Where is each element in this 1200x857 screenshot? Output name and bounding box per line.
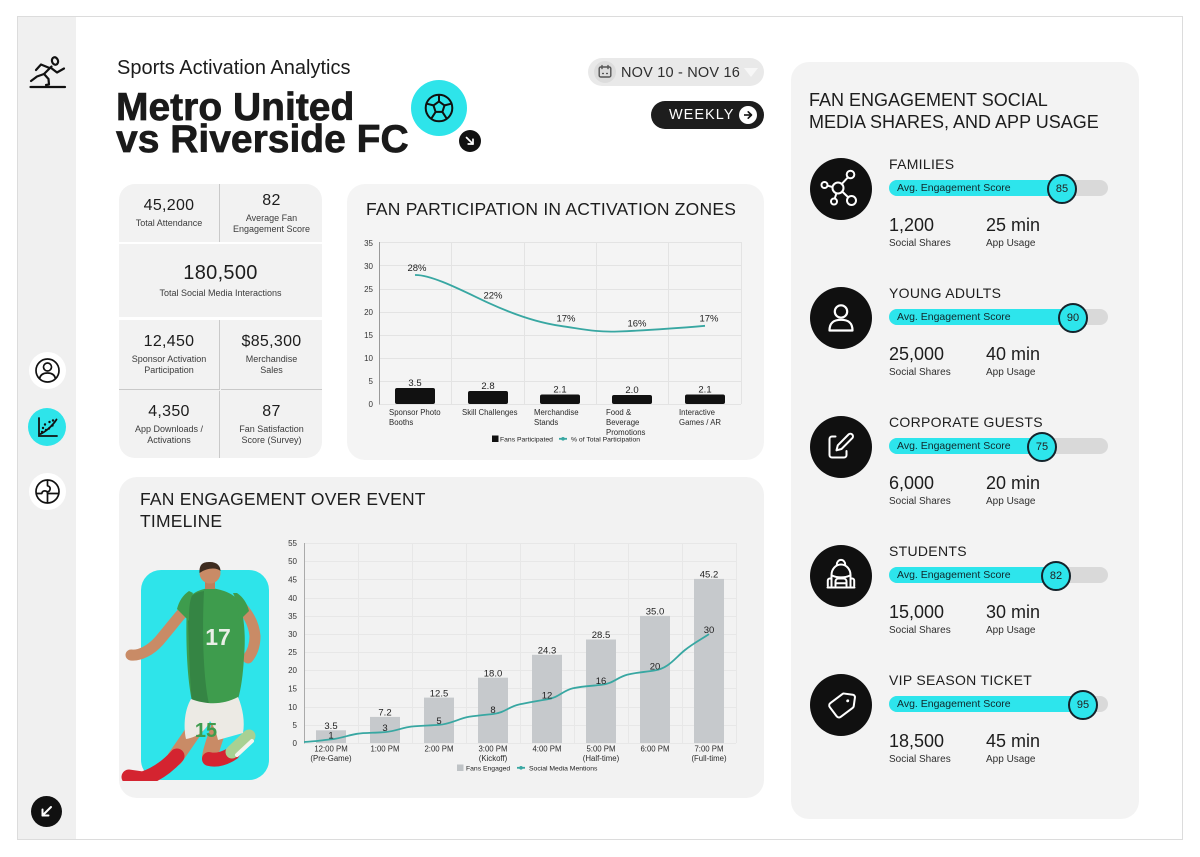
svg-text:18.0: 18.0 [484, 668, 503, 679]
svg-text:17%: 17% [699, 314, 719, 325]
svg-text:Beverage: Beverage [606, 418, 639, 427]
svg-text:8: 8 [490, 705, 495, 716]
svg-text:Fans Engaged: Fans Engaged [466, 765, 510, 772]
svg-text:(Kickoff): (Kickoff) [479, 754, 508, 763]
svg-text:5: 5 [436, 716, 441, 727]
svg-text:1: 1 [328, 730, 333, 741]
svg-text:50: 50 [288, 557, 297, 566]
svg-text:(Half-time): (Half-time) [583, 754, 620, 763]
svg-text:7:00 PM: 7:00 PM [694, 745, 723, 754]
svg-text:0: 0 [293, 739, 298, 748]
svg-text:40: 40 [288, 594, 297, 603]
svg-text:3.5: 3.5 [408, 378, 421, 389]
svg-text:Booths: Booths [389, 418, 413, 427]
svg-text:Merchandise: Merchandise [534, 408, 579, 417]
svg-text:4:00 PM: 4:00 PM [532, 745, 561, 754]
svg-text:3:00 PM: 3:00 PM [478, 745, 507, 754]
svg-text:3.5: 3.5 [324, 721, 337, 732]
svg-text:Interactive: Interactive [679, 408, 715, 417]
svg-text:5: 5 [293, 721, 298, 730]
svg-text:24.3: 24.3 [538, 646, 557, 657]
svg-text:17: 17 [205, 624, 231, 650]
svg-text:25: 25 [364, 285, 373, 294]
svg-text:20: 20 [364, 308, 373, 317]
svg-text:16: 16 [596, 676, 607, 687]
svg-text:1:00 PM: 1:00 PM [370, 745, 399, 754]
svg-text:Food &: Food & [606, 408, 632, 417]
svg-text:(Pre-Game): (Pre-Game) [310, 754, 352, 763]
svg-text:15: 15 [364, 331, 373, 340]
svg-text:5: 5 [369, 377, 374, 386]
svg-text:30: 30 [704, 625, 715, 636]
svg-text:30: 30 [288, 630, 297, 639]
svg-text:7.2: 7.2 [378, 708, 391, 719]
svg-text:12: 12 [542, 690, 553, 701]
svg-text:22%: 22% [483, 291, 503, 302]
svg-text:30: 30 [364, 262, 373, 271]
svg-text:Games / AR: Games / AR [679, 418, 721, 427]
svg-text:35: 35 [364, 239, 373, 248]
svg-text:(Full-time): (Full-time) [691, 754, 726, 763]
svg-text:% of Total Participation: % of Total Participation [571, 436, 640, 443]
svg-text:45.2: 45.2 [700, 570, 719, 581]
svg-text:10: 10 [288, 703, 297, 712]
svg-text:28%: 28% [407, 263, 427, 274]
svg-text:16%: 16% [627, 319, 647, 330]
svg-text:3: 3 [382, 723, 387, 734]
svg-text:2:00 PM: 2:00 PM [424, 745, 453, 754]
svg-text:25: 25 [288, 648, 297, 657]
svg-text:Social Media Mentions: Social Media Mentions [529, 765, 598, 772]
svg-text:Sponsor Photo: Sponsor Photo [389, 408, 441, 417]
svg-text:6:00 PM: 6:00 PM [640, 745, 669, 754]
svg-text:35: 35 [288, 612, 297, 621]
svg-text:28.5: 28.5 [592, 630, 611, 641]
svg-text:2.1: 2.1 [698, 385, 711, 396]
svg-text:15: 15 [195, 720, 217, 742]
svg-text:Promotions: Promotions [606, 428, 646, 437]
svg-text:0: 0 [369, 400, 374, 409]
svg-text:12:00 PM: 12:00 PM [314, 745, 347, 754]
svg-text:15: 15 [288, 685, 297, 694]
svg-text:20: 20 [288, 666, 297, 675]
svg-text:55: 55 [288, 539, 297, 548]
svg-text:Skill Challenges: Skill Challenges [462, 408, 518, 417]
svg-text:10: 10 [364, 354, 373, 363]
svg-text:2.0: 2.0 [625, 385, 638, 396]
svg-text:Fans Participated: Fans Participated [500, 436, 553, 443]
svg-text:2.1: 2.1 [553, 385, 566, 396]
svg-text:2.8: 2.8 [481, 381, 494, 392]
svg-text:Stands: Stands [534, 418, 558, 427]
svg-text:45: 45 [288, 576, 297, 585]
svg-text:17%: 17% [556, 314, 576, 325]
svg-text:12.5: 12.5 [430, 688, 449, 699]
svg-text:5:00 PM: 5:00 PM [586, 745, 615, 754]
svg-text:20: 20 [650, 661, 661, 672]
svg-text:35.0: 35.0 [646, 607, 665, 618]
